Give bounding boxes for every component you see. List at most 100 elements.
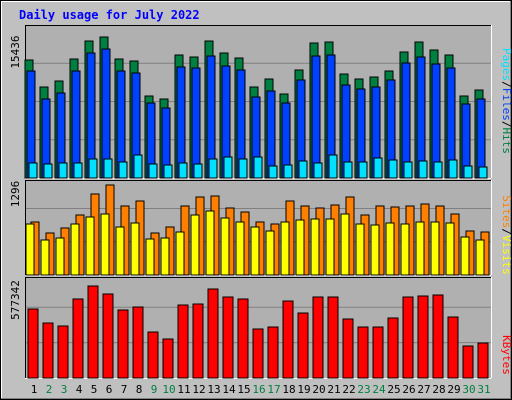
pages-bar: [418, 160, 428, 179]
pages-bar: [178, 162, 188, 179]
pages-bar: [73, 162, 83, 179]
visits-bar: [475, 239, 485, 276]
kbytes-bar: [57, 325, 69, 379]
day-label: 27: [417, 383, 430, 396]
visits-bar: [340, 213, 350, 276]
kbytes-bar: [417, 295, 429, 379]
day-label: 24: [372, 383, 386, 396]
visits-bar: [130, 222, 140, 276]
day-label: 13: [207, 383, 220, 396]
legend-entry: Sites: [500, 195, 512, 228]
middle-panel-max-label: 1296: [9, 181, 22, 208]
visits-bar: [145, 238, 155, 276]
visits-bar: [385, 222, 395, 276]
pages-bar: [58, 162, 68, 179]
visits-bar: [310, 218, 320, 276]
kbytes-bar: [117, 309, 129, 379]
legend-entry: KBytes: [500, 335, 512, 375]
bottom-panel-legend: KBytes: [500, 335, 512, 375]
kbytes-bar: [387, 317, 399, 379]
day-label: 21: [327, 383, 340, 396]
files-bar: [311, 55, 321, 179]
day-label: 19: [297, 383, 310, 396]
visits-bar: [250, 226, 260, 276]
visits-bar: [400, 223, 410, 276]
pages-bar: [223, 156, 233, 179]
pages-bar: [133, 154, 143, 179]
day-axis-labels: 1 2 3 4 5 6 7 8 9 10 11 12 13 14 15 16 17 18 19 20 21 22 23 24 2…: [31, 383, 491, 396]
pages-bar: [358, 161, 368, 179]
day-label: 4: [76, 383, 83, 396]
day-label: 15: [237, 383, 250, 396]
files-bar: [476, 98, 486, 179]
pages-bar: [238, 158, 248, 179]
kbytes-bar: [447, 316, 459, 379]
panel-kbytes: [25, 277, 492, 379]
day-label: 9: [151, 383, 158, 396]
files-bar: [266, 90, 276, 179]
day-label: 16: [252, 383, 265, 396]
visits-bar: [205, 210, 215, 276]
files-bar: [416, 56, 426, 179]
legend-entry: /: [500, 121, 512, 128]
day-label: 5: [91, 383, 98, 396]
pages-bar: [463, 165, 473, 179]
pages-bar: [478, 166, 488, 179]
visits-bar: [325, 218, 335, 276]
pages-bar: [343, 161, 353, 179]
day-label: 31: [477, 383, 490, 396]
visits-bar: [355, 223, 365, 276]
middle-panel-legend: Sites/Visits: [500, 195, 512, 275]
visits-bar: [100, 213, 110, 276]
day-label: 10: [162, 383, 175, 396]
pages-bar: [28, 162, 38, 179]
day-label: 26: [402, 383, 415, 396]
visits-bar: [55, 237, 65, 276]
pages-bar: [163, 164, 173, 179]
kbytes-bar: [132, 306, 144, 379]
legend-entry: /: [500, 228, 512, 235]
pages-bar: [373, 157, 383, 179]
day-label: 28: [432, 383, 445, 396]
visits-bar: [190, 214, 200, 276]
chart-title: Daily usage for July 2022: [19, 8, 200, 22]
day-label: 25: [387, 383, 400, 396]
visits-bar: [370, 224, 380, 276]
kbytes-bar: [72, 298, 84, 379]
day-label: 12: [192, 383, 205, 396]
visits-bar: [445, 222, 455, 276]
day-label: 14: [222, 383, 236, 396]
pages-bar: [268, 165, 278, 179]
visits-bar: [265, 230, 275, 276]
kbytes-bar: [222, 296, 234, 379]
pages-bar: [433, 161, 443, 179]
kbytes-bar: [87, 285, 99, 379]
kbytes-bar: [267, 326, 279, 379]
pages-bar: [103, 158, 113, 179]
visits-bar: [40, 239, 50, 276]
kbytes-bar: [42, 322, 54, 379]
kbytes-bar: [372, 326, 384, 379]
kbytes-bar: [312, 296, 324, 379]
day-label: 18: [282, 383, 295, 396]
pages-bar: [43, 163, 53, 179]
kbytes-bar: [327, 296, 339, 379]
visits-bar: [460, 236, 470, 276]
kbytes-bar: [147, 331, 159, 379]
kbytes-bar: [282, 300, 294, 379]
day-label: 1: [31, 383, 38, 396]
day-label: 6: [106, 383, 113, 396]
visits-bar: [115, 226, 125, 276]
kbytes-bar: [27, 308, 39, 379]
visits-bar: [415, 221, 425, 276]
pages-bar: [148, 163, 158, 179]
kbytes-bar: [462, 345, 474, 379]
pages-bar: [313, 162, 323, 179]
pages-bar: [253, 156, 263, 179]
files-bar: [401, 62, 411, 179]
day-label: 30: [462, 383, 475, 396]
visits-bar: [70, 223, 80, 276]
legend-entry: Pages: [500, 48, 512, 81]
kbytes-bar: [177, 304, 189, 379]
visits-bar: [160, 237, 170, 276]
